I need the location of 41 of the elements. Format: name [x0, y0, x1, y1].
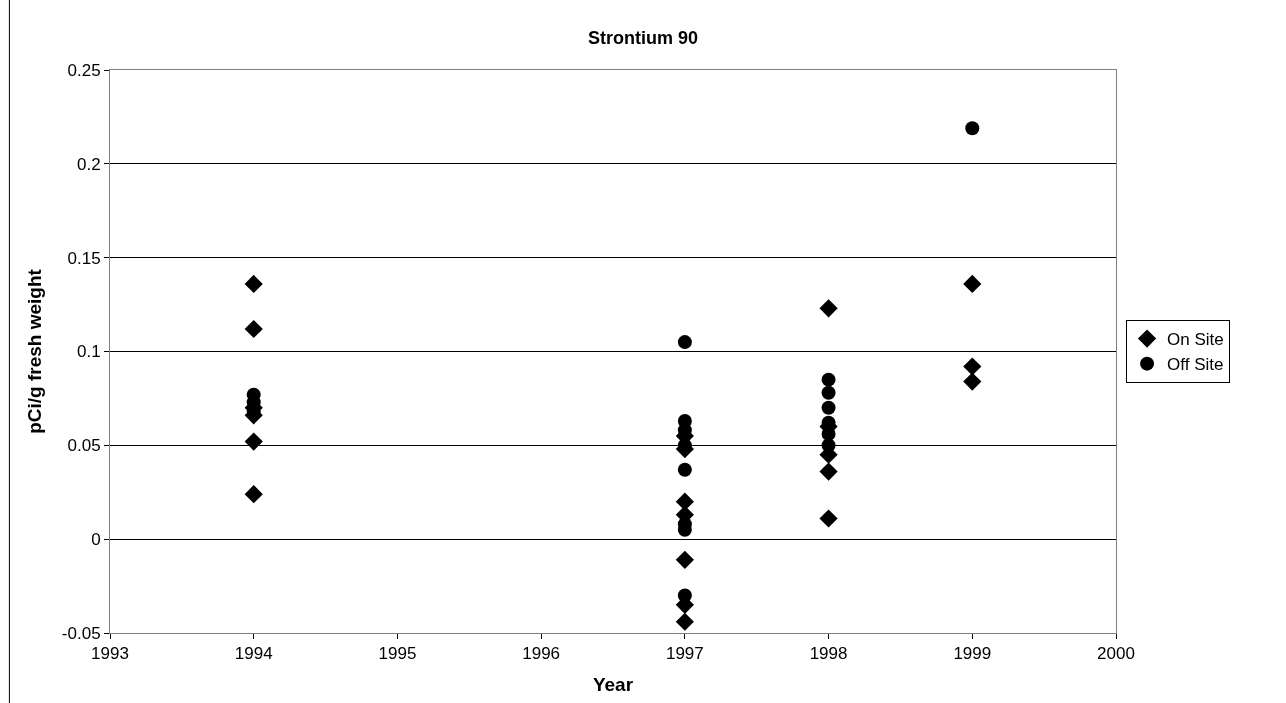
point: [244, 432, 263, 451]
point: [821, 400, 836, 415]
chart-title: Strontium 90: [587, 28, 699, 49]
y-tick-label: 0.2: [76, 154, 101, 174]
point: [821, 385, 836, 400]
point: [244, 485, 263, 504]
legend-label: Off Site: [1167, 355, 1224, 375]
point: [965, 121, 980, 136]
x-tick-label: 1998: [809, 644, 848, 664]
y-tick-label: 0.1: [76, 342, 101, 362]
point: [821, 438, 836, 453]
x-tick-label: 1996: [522, 644, 561, 664]
point: [819, 509, 838, 528]
point: [963, 357, 982, 376]
y-tick-label: -0.05: [61, 623, 101, 643]
y-tick-label: 0.25: [67, 60, 101, 80]
y-axis-title: pCi/g fresh weight: [23, 268, 45, 434]
point: [675, 612, 694, 631]
x-tick-label: 2000: [1097, 644, 1135, 664]
x-tick-label: 1997: [665, 644, 704, 664]
legend-label: On Site: [1167, 330, 1224, 350]
x-tick-label: 1993: [91, 644, 129, 664]
point: [963, 274, 982, 294]
y-tick-label: 0: [91, 530, 101, 550]
point: [963, 372, 982, 391]
point: [675, 550, 694, 569]
point: [677, 462, 692, 477]
x-tick-label: 1994: [234, 644, 273, 664]
x-tick-label: 1995: [378, 644, 417, 664]
point: [677, 335, 692, 350]
point: [675, 492, 694, 511]
point: [677, 588, 692, 603]
point: [244, 274, 263, 294]
x-axis-title: Year: [592, 674, 634, 696]
point: [244, 319, 263, 339]
y-tick-label: 0.15: [67, 248, 101, 268]
x-tick-label: 1999: [953, 644, 992, 664]
y-tick-label: 0.05: [67, 436, 101, 456]
point: [819, 299, 838, 318]
point: [821, 372, 836, 387]
point: [819, 462, 838, 481]
